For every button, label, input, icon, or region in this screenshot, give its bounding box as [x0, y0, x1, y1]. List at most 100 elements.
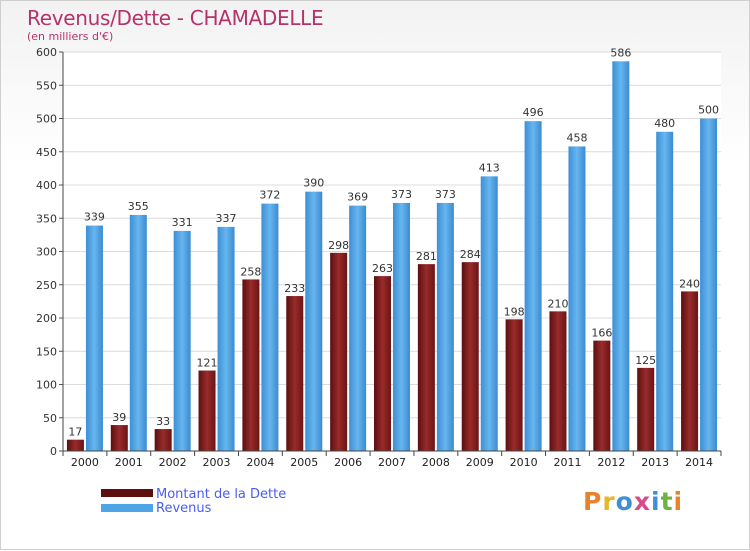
bar-dette-2005	[286, 296, 304, 451]
bar-dette-2011	[549, 311, 567, 451]
bar-dette-2014	[681, 291, 699, 451]
logo-letter: i	[673, 487, 684, 516]
bar-dette-2004	[242, 279, 260, 451]
data-label-revenus-2006: 369	[347, 191, 368, 204]
x-tick-label: 2007	[378, 456, 406, 469]
logo-letter: t	[660, 487, 674, 516]
legend-swatch-revenus	[101, 504, 153, 512]
x-tick-label: 2005	[290, 456, 318, 469]
data-label-dette-2004: 258	[240, 265, 261, 278]
data-label-revenus-2013: 480	[654, 117, 675, 130]
bar-dette-2007	[374, 276, 391, 451]
data-label-revenus-2008: 373	[435, 188, 456, 201]
y-tick-label: 400	[36, 179, 57, 192]
y-tick-label: 100	[36, 379, 57, 392]
bar-revenus-2013	[656, 131, 674, 452]
bar-revenus-2012	[612, 61, 630, 452]
x-tick-label: 2012	[597, 456, 625, 469]
y-tick-label: 250	[36, 279, 57, 292]
y-tick-label: 300	[36, 246, 57, 259]
data-label-dette-2009: 284	[460, 248, 481, 261]
x-tick-label: 2001	[115, 456, 143, 469]
y-tick-label: 600	[36, 46, 57, 59]
data-label-revenus-2012: 586	[610, 46, 631, 59]
y-tick-label: 150	[36, 345, 57, 358]
x-tick-label: 2010	[510, 456, 538, 469]
x-tick-label: 2013	[641, 456, 669, 469]
data-label-dette-2000: 17	[68, 426, 82, 439]
data-label-dette-2013: 125	[635, 354, 656, 367]
legend-label-revenus: Revenus	[156, 501, 212, 516]
bar-dette-2009	[461, 262, 479, 451]
bar-revenus-2014	[700, 118, 718, 451]
bar-revenus-2008	[436, 202, 454, 451]
data-label-revenus-2005: 390	[303, 177, 324, 190]
bar-dette-2002	[154, 429, 172, 451]
logo-letter: o	[615, 487, 634, 516]
y-tick-label: 450	[36, 146, 57, 159]
x-tick-label: 2014	[685, 456, 713, 469]
bar-revenus-2009	[480, 176, 498, 452]
x-tick-label: 2011	[553, 456, 581, 469]
logo-letter: x	[633, 487, 651, 516]
y-tick-label: 200	[36, 312, 57, 325]
data-label-dette-2011: 210	[547, 297, 568, 310]
legend-swatch-dette	[101, 489, 153, 497]
bar-revenus-2002	[173, 230, 191, 451]
x-tick-label: 2006	[334, 456, 362, 469]
y-tick-label: 500	[36, 113, 57, 126]
data-label-revenus-2011: 458	[566, 131, 587, 144]
proxiti-logo: Proxiti	[583, 487, 683, 516]
data-label-dette-2007: 263	[372, 262, 393, 275]
logo-letter: r	[602, 487, 616, 516]
bar-revenus-2006	[349, 205, 367, 451]
chart-subtitle: (en milliers d'€)	[27, 30, 114, 43]
data-label-revenus-2009: 413	[479, 161, 500, 174]
data-label-revenus-2002: 331	[172, 216, 193, 229]
logo-letter: P	[583, 487, 603, 516]
bar-dette-2010	[505, 319, 523, 451]
x-tick-label: 2003	[203, 456, 231, 469]
bar-dette-2012	[593, 340, 611, 451]
data-label-revenus-2001: 355	[128, 200, 149, 213]
bar-dette-2006	[330, 252, 348, 451]
data-label-dette-2012: 166	[591, 327, 612, 340]
bar-revenus-2007	[393, 202, 410, 451]
data-label-dette-2010: 198	[504, 305, 525, 318]
data-label-dette-2005: 233	[284, 282, 305, 295]
bar-revenus-2003	[217, 226, 235, 451]
logo-letter: i	[651, 487, 661, 516]
data-label-dette-2014: 240	[679, 277, 700, 290]
bar-dette-2013	[637, 367, 655, 451]
bar-dette-2003	[198, 370, 216, 451]
bar-revenus-2010	[524, 121, 542, 451]
data-label-revenus-2014: 500	[698, 104, 719, 117]
data-label-revenus-2004: 372	[259, 189, 280, 202]
bar-revenus-2000	[85, 225, 103, 451]
bar-revenus-2011	[568, 146, 586, 451]
y-tick-label: 550	[36, 79, 57, 92]
bar-revenus-2001	[129, 214, 147, 451]
bar-dette-2008	[417, 264, 435, 451]
bar-dette-2000	[66, 439, 84, 451]
data-label-dette-2002: 33	[156, 415, 170, 428]
x-tick-label: 2009	[466, 456, 494, 469]
data-label-dette-2003: 121	[197, 357, 218, 370]
data-label-revenus-2007: 373	[391, 188, 412, 201]
x-tick-label: 2000	[71, 456, 99, 469]
y-tick-label: 0	[50, 445, 57, 458]
x-tick-label: 2008	[422, 456, 450, 469]
data-label-revenus-2010: 496	[523, 106, 544, 119]
data-label-dette-2006: 298	[328, 239, 349, 252]
bar-revenus-2004	[261, 203, 279, 451]
chart-title: Revenus/Dette - CHAMADELLE	[27, 6, 324, 30]
bar-dette-2001	[110, 425, 128, 451]
data-label-dette-2008: 281	[416, 250, 437, 263]
x-tick-label: 2004	[246, 456, 274, 469]
data-label-revenus-2003: 337	[216, 212, 237, 225]
y-tick-label: 50	[43, 412, 57, 425]
x-tick-label: 2002	[159, 456, 187, 469]
data-label-revenus-2000: 339	[84, 211, 105, 224]
